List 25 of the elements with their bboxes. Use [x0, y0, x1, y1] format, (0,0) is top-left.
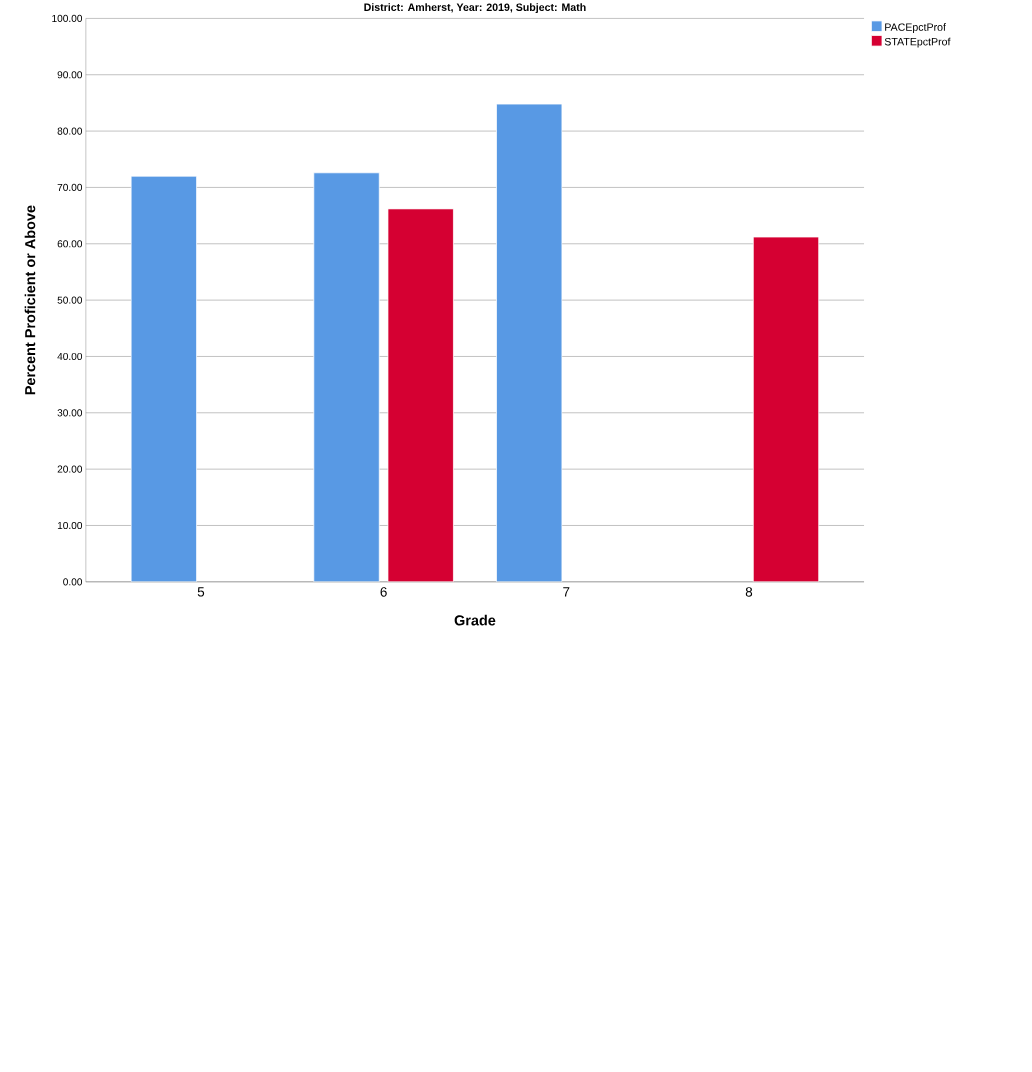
y-tick-label: 10.00 [57, 521, 82, 530]
y-tick-label: 40.00 [57, 352, 82, 361]
bar [752, 236, 819, 582]
bar [495, 103, 563, 582]
y-tick-label: 60.00 [57, 240, 82, 248]
x-axis-title: Grade [454, 614, 496, 626]
y-tick-label: 90.00 [57, 71, 82, 79]
y-tick-label: 20.00 [57, 465, 82, 473]
y-tick-label: 100.00 [52, 14, 82, 22]
y-tick-label: 0.00 [62, 578, 82, 586]
bar [130, 175, 197, 582]
x-tick-label: 6 [380, 587, 387, 597]
chart-title: District: Amherst, Year: 2019, Subject: Math [364, 3, 586, 14]
y-axis-title: Percent Proficient or Above [24, 205, 36, 395]
x-tick-label: 8 [745, 587, 752, 597]
y-tick-label: 70.00 [57, 183, 82, 192]
bar [313, 172, 380, 582]
legend-label: PACEpctProf [884, 23, 946, 33]
x-tick-label: 7 [563, 587, 570, 597]
y-tick-label: 30.00 [57, 409, 82, 417]
legend-label: STATEpctProf [884, 37, 951, 48]
y-tick-label: 80.00 [57, 127, 82, 135]
y-tick-label: 50.00 [57, 296, 82, 304]
bar [387, 208, 454, 582]
x-tick-label: 5 [197, 587, 204, 597]
